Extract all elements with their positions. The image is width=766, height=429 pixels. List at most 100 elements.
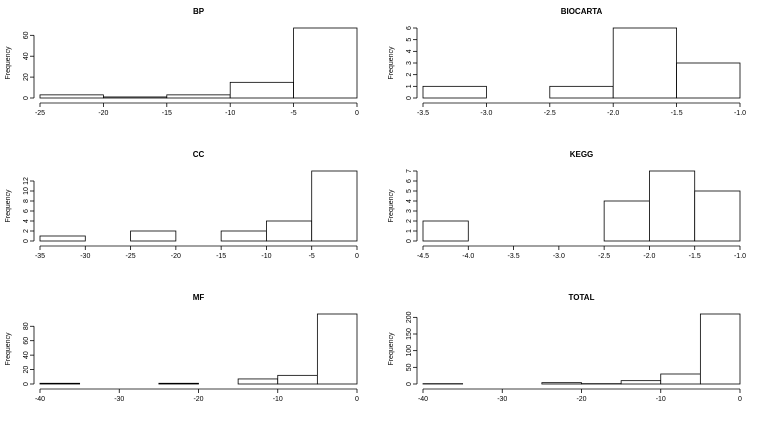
bar: [277, 374, 318, 385]
y-tick-label: 50: [406, 363, 413, 371]
panel: BP Frequency -25 -20 -15 -10 -5 0 0 20 40 60: [5, 7, 359, 117]
x-tick-label: -5: [290, 110, 296, 117]
chart-title: BP: [193, 7, 205, 16]
x-tick-label: -2.5: [544, 110, 556, 117]
y-tick-label: 6: [23, 209, 30, 213]
x-tick-label: -1.5: [689, 253, 701, 260]
bar: [39, 94, 104, 99]
y-tick-label: 100: [406, 345, 413, 357]
x-tick-label: -3.5: [417, 110, 429, 117]
y-tick-label: 4: [23, 219, 30, 223]
panel: MF Frequency -40 -30 -20 -10 0 0 20 40 60 80: [5, 293, 359, 403]
x-tick-label: -15: [216, 253, 226, 260]
x-tick-label: -30: [80, 253, 90, 260]
x-tick-label: -1.0: [734, 253, 746, 260]
bar: [293, 27, 358, 99]
y-tick-label: 200: [406, 311, 413, 323]
x-tick-label: -30: [114, 396, 124, 403]
y-tick-label: 5: [406, 189, 413, 193]
bar: [39, 382, 81, 385]
bar: [699, 313, 741, 385]
x-tick-label: -35: [35, 253, 45, 260]
bar: [660, 373, 701, 385]
x-tick-label: -20: [193, 396, 203, 403]
bar: [612, 27, 678, 99]
y-axis-label: Frequency: [388, 189, 395, 223]
y-tick-label: 40: [23, 52, 30, 60]
x-tick-label: -10: [656, 396, 666, 403]
y-tick-label: 1: [406, 84, 413, 88]
x-tick-label: -10: [261, 253, 271, 260]
bar: [541, 382, 582, 385]
x-tick-label: -2.0: [643, 253, 655, 260]
y-tick-label: 7: [406, 169, 413, 173]
x-tick-label: -10: [273, 396, 283, 403]
x-tick-label: -40: [418, 396, 428, 403]
x-tick-label: -10: [225, 110, 235, 117]
x-tick-label: -3.0: [480, 110, 492, 117]
bar: [311, 170, 358, 242]
x-tick-label: -20: [576, 396, 586, 403]
y-tick-label: 20: [23, 73, 30, 81]
y-tick-label: 2: [23, 229, 30, 233]
bar: [237, 378, 279, 385]
panel: CC Frequency -35 -30 -25 -20 -15 -10 -5 0 0 2 4 6 8 10 1…: [5, 150, 359, 260]
x-tick-label: -20: [171, 253, 181, 260]
y-tick-label: 40: [23, 351, 30, 359]
bar: [549, 85, 614, 99]
bar: [103, 96, 168, 99]
y-tick-label: 4: [406, 49, 413, 53]
bar: [316, 313, 358, 385]
y-tick-label: 0: [406, 382, 413, 386]
y-tick-label: 0: [406, 96, 413, 100]
panel: BIOCARTA Frequency -3.5 -3.0 -2.5 -2.0 -1.5 -1.…: [388, 7, 746, 117]
bar: [130, 230, 177, 242]
bar: [603, 200, 650, 242]
x-tick-label: -4.0: [462, 253, 474, 260]
y-tick-label: 150: [406, 328, 413, 340]
y-tick-label: 0: [406, 239, 413, 243]
y-tick-label: 0: [23, 239, 30, 243]
x-tick-label: -3.5: [508, 253, 520, 260]
bar: [166, 94, 231, 99]
x-tick-label: -15: [162, 110, 172, 117]
y-tick-label: 60: [23, 337, 30, 345]
x-tick-label: -25: [126, 253, 136, 260]
y-tick-label: 12: [23, 177, 30, 185]
x-tick-label: -1.0: [734, 110, 746, 117]
bar: [676, 62, 741, 99]
x-tick-label: -30: [497, 396, 507, 403]
y-tick-label: 6: [406, 179, 413, 183]
y-axis-label: Frequency: [388, 46, 395, 80]
x-tick-label: 0: [355, 396, 359, 403]
x-tick-label: 0: [738, 396, 742, 403]
x-tick-label: -2.0: [607, 110, 619, 117]
chart-title: CC: [193, 150, 205, 159]
x-tick-label: -5: [309, 253, 315, 260]
y-tick-label: 10: [23, 187, 30, 195]
y-tick-label: 0: [23, 382, 30, 386]
x-tick-label: 0: [355, 253, 359, 260]
bar: [649, 170, 696, 242]
x-tick-label: -1.5: [671, 110, 683, 117]
y-tick-label: 2: [406, 219, 413, 223]
y-tick-label: 0: [23, 96, 30, 100]
x-tick-label: -40: [35, 396, 45, 403]
x-tick-label: 0: [355, 110, 359, 117]
y-tick-label: 4: [406, 199, 413, 203]
panel: TOTAL Frequency -40 -30 -20 -10 0 0 50 100 150 200: [388, 293, 742, 403]
bar: [422, 220, 469, 242]
chart-title: KEGG: [570, 150, 594, 159]
chart-title: BIOCARTA: [561, 7, 603, 16]
x-tick-label: -20: [98, 110, 108, 117]
bar: [229, 81, 294, 99]
y-tick-label: 8: [23, 199, 30, 203]
y-tick-label: 20: [23, 366, 30, 374]
bar: [266, 220, 313, 242]
y-tick-label: 5: [406, 38, 413, 42]
y-tick-label: 6: [406, 26, 413, 30]
x-tick-label: -4.5: [417, 253, 429, 260]
bar: [158, 382, 199, 385]
y-axis-label: Frequency: [388, 332, 395, 366]
